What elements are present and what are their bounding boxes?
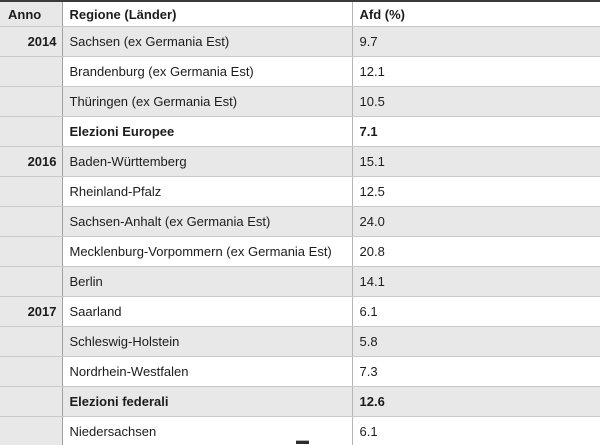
value-cell: 14.1 — [352, 266, 600, 297]
year-cell: 2014 — [0, 26, 63, 57]
table-row: Nordrhein-Westfalen 7.3 — [0, 356, 600, 387]
table-row: Brandenburg (ex Germania Est) 12.1 — [0, 56, 600, 87]
column-header-anno: Anno — [0, 1, 63, 27]
region-cell: Schleswig-Holstein — [62, 326, 353, 357]
year-cell — [0, 266, 63, 297]
value-cell: 12.6 — [352, 386, 600, 417]
region-cell: Elezioni federali — [62, 386, 353, 417]
year-cell — [0, 416, 63, 445]
table-row: Elezioni Europee 7.1 — [0, 116, 600, 147]
region-cell: Baden-Württemberg — [62, 146, 353, 177]
year-cell — [0, 386, 63, 417]
year-cell: 2016 — [0, 146, 63, 177]
table-row: Thüringen (ex Germania Est) 10.5 — [0, 86, 600, 117]
column-header-afd: Afd (%) — [352, 1, 600, 27]
region-cell: Rheinland-Pfalz — [62, 176, 353, 207]
value-cell: 20.8 — [352, 236, 600, 267]
year-cell — [0, 356, 63, 387]
region-cell: Berlin — [62, 266, 353, 297]
value-cell: 5.8 — [352, 326, 600, 357]
value-cell: 24.0 — [352, 206, 600, 237]
value-cell: 12.1 — [352, 56, 600, 87]
value-cell: 6.1 — [352, 296, 600, 327]
region-cell: Thüringen (ex Germania Est) — [62, 86, 353, 117]
year-cell — [0, 86, 63, 117]
year-cell: 2017 — [0, 296, 63, 327]
value-cell: 9.7 — [352, 26, 600, 57]
year-cell — [0, 206, 63, 237]
region-cell: Nordrhein-Westfalen — [62, 356, 353, 387]
region-cell: Sachsen (ex Germania Est) — [62, 26, 353, 57]
value-cell: 10.5 — [352, 86, 600, 117]
year-cell — [0, 326, 63, 357]
table-row: Rheinland-Pfalz 12.5 — [0, 176, 600, 207]
value-cell: 6.1 — [352, 416, 600, 445]
region-cell: Elezioni Europee — [62, 116, 353, 147]
column-header-regione: Regione (Länder) — [62, 1, 353, 27]
year-cell — [0, 236, 63, 267]
table-row: 2017 Saarland 6.1 — [0, 296, 600, 327]
table-row: Mecklenburg-Vorpommern (ex Germania Est)… — [0, 236, 600, 267]
year-cell — [0, 116, 63, 147]
region-cell: Sachsen-Anhalt (ex Germania Est) — [62, 206, 353, 237]
table-row: Sachsen-Anhalt (ex Germania Est) 24.0 — [0, 206, 600, 237]
value-cell: 7.1 — [352, 116, 600, 147]
table-row: 2016 Baden-Württemberg 15.1 — [0, 146, 600, 177]
value-cell: 7.3 — [352, 356, 600, 387]
cropped-text-fragment — [296, 440, 309, 444]
table-row: Schleswig-Holstein 5.8 — [0, 326, 600, 357]
region-cell: Saarland — [62, 296, 353, 327]
header-row: Anno Regione (Länder) Afd (%) — [0, 1, 600, 27]
region-cell: Brandenburg (ex Germania Est) — [62, 56, 353, 87]
table-row: Elezioni federali 12.6 — [0, 386, 600, 417]
year-cell — [0, 176, 63, 207]
table-row: 2014 Sachsen (ex Germania Est) 9.7 — [0, 26, 600, 57]
table-row: Berlin 14.1 — [0, 266, 600, 297]
region-cell: Mecklenburg-Vorpommern (ex Germania Est) — [62, 236, 353, 267]
value-cell: 12.5 — [352, 176, 600, 207]
year-cell — [0, 56, 63, 87]
value-cell: 15.1 — [352, 146, 600, 177]
